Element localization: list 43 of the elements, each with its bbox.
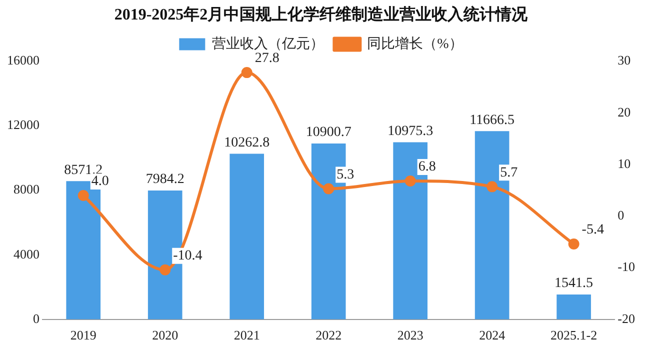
x-tick-label: 2023	[397, 328, 424, 343]
point	[241, 67, 252, 78]
data-label: -5.4	[582, 222, 604, 238]
bar	[230, 154, 264, 320]
x-tick-label: 2025.1-2	[550, 328, 598, 343]
y2-tick-label: -20	[618, 310, 636, 326]
point	[323, 183, 334, 194]
point	[78, 190, 89, 201]
y-tick-label: 4000	[14, 246, 40, 262]
x-tick-label: 2019	[70, 328, 96, 343]
legend-label: 营业收入（亿元）	[212, 36, 324, 52]
x-tick-label: 2021	[234, 328, 260, 343]
bar	[556, 294, 591, 320]
data-label: 27.8	[254, 51, 280, 66]
x-tick-label: 2024	[479, 328, 506, 343]
data-label: -10.4	[173, 248, 202, 264]
point	[486, 181, 498, 192]
x-tick-label: 2022	[316, 328, 342, 343]
y2-tick-label: 0	[618, 208, 624, 223]
y-tick-label: 16000	[7, 52, 40, 68]
y-tick-label: 0	[33, 310, 40, 326]
data-label: 6.8	[418, 160, 436, 175]
y2-tick-label: -10	[618, 259, 636, 274]
y2-tick-label: 10	[618, 156, 631, 171]
data-label: 5.3	[336, 167, 354, 182]
data-label: 1541.5	[554, 276, 594, 292]
data-label: 10975.3	[388, 124, 434, 139]
y2-tick-label: 30	[618, 52, 631, 68]
data-label: 10900.7	[306, 125, 352, 140]
point	[404, 176, 416, 187]
data-label: 5.7	[500, 165, 518, 180]
x-tick-label: 2020	[152, 328, 178, 343]
point	[568, 238, 580, 250]
legend-label: 同比增长（%）	[367, 36, 463, 52]
data-label: 7984.2	[146, 172, 184, 188]
chart-title: 2019-2025年2月中国规上化学纤维制造业营业收入统计情况	[114, 6, 529, 24]
y-tick-label: 12000	[7, 117, 40, 132]
data-label: 11666.5	[470, 112, 515, 128]
point	[160, 264, 171, 276]
y2-tick-label: 20	[618, 104, 631, 120]
data-label: 4.0	[91, 174, 109, 190]
y-tick-label: 8000	[14, 182, 40, 197]
data-label: 10262.8	[224, 135, 270, 150]
